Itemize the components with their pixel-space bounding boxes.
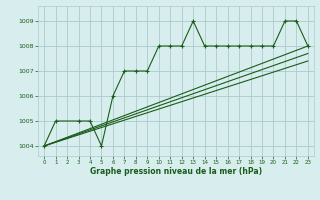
X-axis label: Graphe pression niveau de la mer (hPa): Graphe pression niveau de la mer (hPa) [90,167,262,176]
